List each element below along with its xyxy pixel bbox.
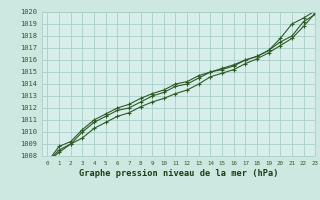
X-axis label: Graphe pression niveau de la mer (hPa): Graphe pression niveau de la mer (hPa) (79, 169, 278, 178)
